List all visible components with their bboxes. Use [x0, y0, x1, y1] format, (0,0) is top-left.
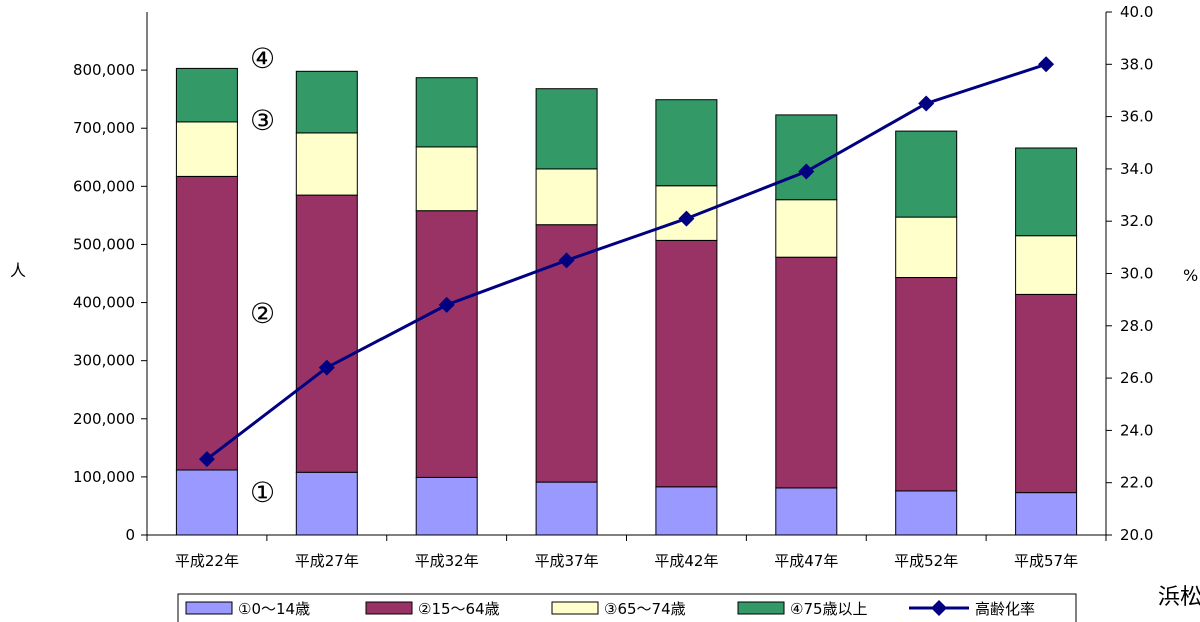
axes-layer: 0 100,000 200,000 300,000 400,000 500,000 600,… — [73, 3, 1153, 570]
x-tick-label: 平成47年 — [774, 552, 838, 570]
y2-tick-label: 36.0 — [1120, 108, 1153, 126]
bar-segment-2-6 — [775, 256, 838, 489]
legend: ①0～14歳 ②15～64歳 ③65～74歳 ④75歳以上 高齢化率 — [177, 593, 1077, 622]
y-tick-label: 600,000 — [73, 177, 135, 195]
y2-tick-label: 34.0 — [1120, 160, 1153, 178]
y2-tick-label: 32.0 — [1120, 212, 1153, 230]
bar-segment-1-2 — [295, 471, 358, 536]
x-tick-label: 平成32年 — [415, 552, 479, 570]
y2-tick-label: 26.0 — [1120, 369, 1153, 387]
bar-segment-4-1 — [175, 67, 238, 123]
bar-segment-4-3 — [415, 77, 478, 148]
y-tick-label: 700,000 — [73, 119, 135, 137]
credit-text: 浜松 — [1158, 585, 1200, 610]
x-tick-label: 平成27年 — [295, 552, 359, 570]
y2-tick-label: 28.0 — [1120, 317, 1153, 335]
bar-segment-1-1 — [175, 469, 238, 536]
legend-label-1: ①0～14歳 — [238, 600, 310, 618]
bar-segment-4-6 — [775, 114, 838, 201]
legend-label-4: ④75歳以上 — [790, 600, 868, 618]
bar-segment-3-1 — [175, 121, 238, 177]
y2-axis-label: % — [1183, 266, 1198, 285]
bar-segment-3-3 — [415, 146, 478, 212]
aging-rate-line — [205, 62, 1047, 461]
aging-rate-marker-1 — [198, 451, 215, 468]
bar-segment-2-1 — [175, 176, 238, 471]
bar-segment-4-5 — [655, 99, 718, 187]
x-tick-label: 平成57年 — [1014, 552, 1078, 570]
bar-segment-3-8 — [1015, 235, 1078, 295]
annotation-15-64: ② — [250, 297, 275, 330]
y2-tick-label: 38.0 — [1120, 55, 1153, 73]
bar-segment-1-8 — [1015, 492, 1078, 536]
y-tick-label: 0 — [125, 526, 135, 544]
bar-segment-1-3 — [415, 477, 478, 536]
legend-swatch-4 — [737, 601, 785, 615]
legend-label-5: 高齢化率 — [975, 600, 1035, 618]
x-tick-label: 平成42年 — [654, 552, 718, 570]
aging-rate-line-layer — [198, 56, 1055, 468]
aging-rate-marker-7 — [918, 95, 935, 112]
y-axis-label: 人 — [10, 261, 26, 280]
aging-rate-marker-2 — [318, 359, 335, 376]
legend-line-marker — [931, 600, 947, 616]
bar-segment-3-6 — [775, 199, 838, 258]
bars-layer — [175, 67, 1078, 536]
bar-segment-4-4 — [535, 88, 598, 170]
bar-segment-2-7 — [895, 277, 958, 492]
x-tick-label: 平成22年 — [175, 552, 239, 570]
y-tick-label: 100,000 — [73, 468, 135, 486]
bar-segment-2-5 — [655, 239, 718, 488]
x-tick-label: 平成52年 — [894, 552, 958, 570]
y-tick-label: 400,000 — [73, 294, 135, 312]
annotation-75-over: ④ — [250, 42, 275, 75]
y-tick-label: 800,000 — [73, 61, 135, 79]
legend-swatch-3 — [551, 601, 599, 615]
legend-swatch-1 — [185, 601, 233, 615]
bar-segment-2-2 — [295, 194, 358, 473]
legend-label-2: ②15～64歳 — [418, 600, 500, 618]
annotation-under-15: ① — [250, 476, 275, 509]
y2-tick-label: 40.0 — [1120, 3, 1153, 21]
bar-segment-1-7 — [895, 490, 958, 536]
x-tick-label: 平成37年 — [535, 552, 599, 570]
bar-segment-3-7 — [895, 216, 958, 279]
y2-tick-label: 22.0 — [1120, 474, 1153, 492]
y-tick-label: 300,000 — [73, 352, 135, 370]
y-tick-label: 500,000 — [73, 235, 135, 253]
aging-rate-marker-4 — [558, 252, 575, 269]
annotation-65-74: ③ — [250, 104, 275, 137]
bar-segment-4-7 — [895, 130, 958, 218]
y-tick-label: 200,000 — [73, 410, 135, 428]
y2-tick-label: 30.0 — [1120, 265, 1153, 283]
y2-tick-label: 24.0 — [1120, 421, 1153, 439]
legend-swatch-2 — [365, 601, 413, 615]
bar-segment-1-5 — [655, 486, 718, 536]
bar-segment-1-4 — [535, 481, 598, 536]
legend-label-3: ③65～74歳 — [604, 600, 686, 618]
aging-rate-marker-6 — [798, 163, 815, 180]
aging-rate-marker-3 — [438, 296, 455, 313]
bar-segment-2-3 — [415, 210, 478, 478]
aging-rate-marker-5 — [678, 210, 695, 227]
aging-rate-marker-8 — [1038, 56, 1055, 73]
bar-segment-3-2 — [295, 132, 358, 196]
y2-tick-label: 20.0 — [1120, 526, 1153, 544]
bar-segment-4-8 — [1015, 147, 1078, 237]
bar-segment-1-6 — [775, 487, 838, 536]
bar-segment-2-8 — [1015, 293, 1078, 494]
bar-segment-3-4 — [535, 168, 598, 226]
labels-layer: 人 % ① ② ③ ④ 浜松 — [10, 42, 1200, 610]
bar-segment-4-2 — [295, 70, 358, 134]
